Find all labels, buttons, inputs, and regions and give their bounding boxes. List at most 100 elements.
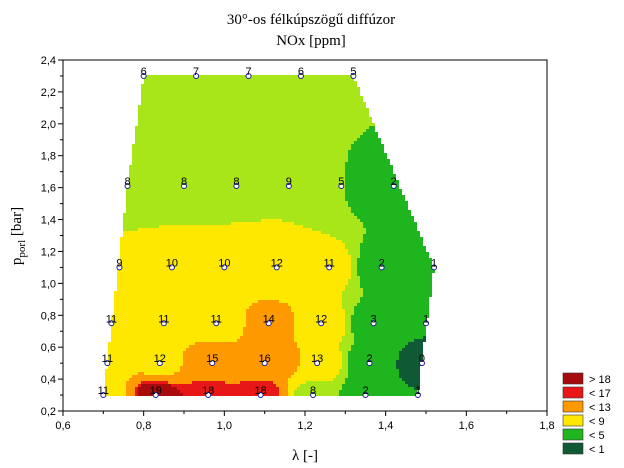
contour-cell [138, 114, 369, 117]
contour-cell [132, 156, 348, 159]
contour-cell [135, 126, 369, 129]
contour-cell [300, 363, 342, 366]
contour-cell [300, 357, 342, 360]
contour-cell [132, 159, 348, 162]
data-point [140, 72, 147, 79]
contour-cell [120, 237, 336, 240]
contour-cell [366, 228, 417, 231]
contour-cell [294, 312, 345, 315]
contour-cell [126, 201, 348, 204]
contour-cell [399, 354, 423, 357]
contour-cell [339, 345, 351, 348]
contour-cell [366, 231, 420, 234]
data-point-label: 6 [141, 66, 147, 78]
contour-cell [114, 303, 252, 306]
contour-cell [351, 345, 405, 348]
contour-cell [360, 285, 432, 288]
y-tick-label: 0,6 [41, 342, 56, 354]
contour-cell [288, 378, 333, 381]
contour-cell [351, 315, 429, 318]
contour-cell [123, 225, 159, 228]
contour-cell [351, 210, 411, 213]
contour-cell [279, 387, 288, 390]
contour-cell [132, 153, 348, 156]
legend-label: < 9 [589, 416, 605, 428]
contour-cell [360, 300, 429, 303]
contour-cell [261, 219, 282, 222]
contour-cell [360, 243, 423, 246]
data-point [414, 392, 421, 399]
contour-cell [105, 381, 126, 384]
data-point-label: 11 [98, 385, 109, 397]
contour-cell [180, 366, 297, 369]
contour-cell [114, 306, 249, 309]
contour-cell [117, 270, 351, 273]
contour-cell [402, 348, 423, 351]
contour-cell [351, 270, 357, 273]
y-tick-label: 1,0 [41, 278, 56, 290]
contour-cell [342, 363, 348, 366]
data-point [310, 392, 317, 399]
contour-cell [105, 387, 126, 390]
contour-cell [138, 123, 375, 126]
contour-cell [141, 93, 360, 96]
contour-cell [348, 375, 399, 378]
data-point-label: 5 [338, 176, 344, 188]
data-point [209, 360, 216, 367]
contour-cell [123, 222, 231, 225]
contour-cell [114, 312, 246, 315]
legend-swatch [562, 372, 584, 385]
contour-cell [345, 309, 354, 312]
x-tick-label: 1,4 [378, 420, 393, 432]
contour-cell [351, 318, 426, 321]
contour-cell [354, 213, 411, 216]
data-point-label: 18 [255, 385, 267, 397]
contour-cell [312, 228, 366, 231]
contour-cell [402, 378, 420, 381]
data-point-label: 2 [379, 257, 385, 269]
contour-cell [225, 381, 240, 384]
contour-cell [342, 306, 354, 309]
data-point [116, 264, 123, 271]
contour-cell [246, 312, 294, 315]
contour-cell [117, 276, 351, 279]
contour-cell [297, 345, 339, 348]
data-point [257, 392, 264, 399]
contour-cell [345, 189, 402, 192]
contour-cell [138, 120, 372, 123]
legend-swatch [562, 386, 584, 399]
contour-cell [108, 342, 195, 345]
contour-cell [111, 339, 237, 342]
data-point-label: 11 [323, 257, 334, 269]
contour-cell [105, 390, 126, 393]
contour-cell [363, 237, 423, 240]
contour-cell [129, 180, 345, 183]
contour-cell [348, 351, 399, 354]
data-point-label: 11 [211, 313, 222, 325]
contour-cell [132, 147, 351, 150]
contour-cell [123, 213, 354, 216]
data-point-label: 9 [116, 257, 122, 269]
contour-cell [126, 384, 138, 387]
contour-cell [183, 360, 300, 363]
contour-cell [351, 264, 357, 267]
contour-cell [129, 165, 345, 168]
contour-cell [243, 333, 294, 336]
contour-cell [297, 342, 339, 345]
data-point-label: 8 [124, 176, 130, 188]
data-point-label: 9 [286, 176, 292, 188]
contour-cell [108, 357, 183, 360]
data-point [265, 320, 272, 327]
contour-cell [351, 207, 408, 210]
contour-cell [126, 204, 348, 207]
contour-cell [291, 306, 342, 309]
contour-cell [348, 201, 408, 204]
contour-cell [360, 252, 429, 255]
contour-cell [126, 195, 345, 198]
data-point [213, 320, 220, 327]
data-point-label: 0 [419, 353, 425, 365]
contour-cell [105, 372, 138, 375]
contour-cell [342, 384, 408, 387]
contour-cell [135, 393, 138, 396]
contour-cell [138, 387, 177, 390]
